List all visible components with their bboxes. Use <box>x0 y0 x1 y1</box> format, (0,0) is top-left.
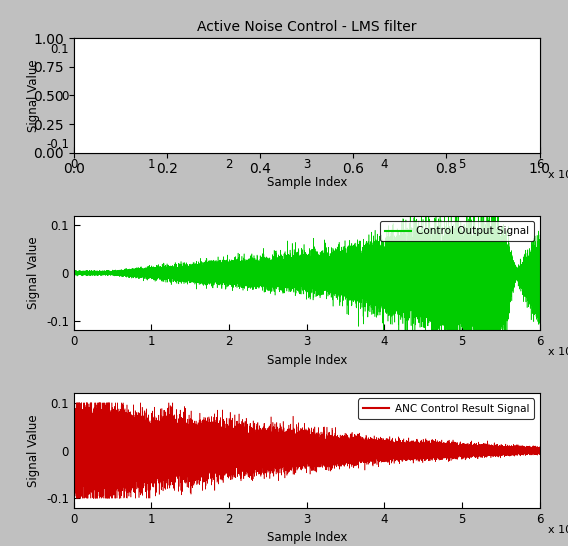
Legend: Control Output Signal: Control Output Signal <box>379 221 534 241</box>
Title: Active Noise Control - LMS filter: Active Noise Control - LMS filter <box>197 20 416 34</box>
X-axis label: Sample Index: Sample Index <box>266 531 347 544</box>
Text: x 10⁴: x 10⁴ <box>548 525 568 535</box>
Legend: ANC Control Result Signal: ANC Control Result Signal <box>358 399 534 419</box>
Y-axis label: Signal Value: Signal Value <box>27 59 40 132</box>
X-axis label: Sample Index: Sample Index <box>266 176 347 189</box>
Legend: Desired Signal: Desired Signal <box>417 44 534 64</box>
Y-axis label: Signal Value: Signal Value <box>27 414 40 487</box>
X-axis label: Sample Index: Sample Index <box>266 354 347 367</box>
Text: x 10⁴: x 10⁴ <box>548 170 568 180</box>
Text: x 10⁴: x 10⁴ <box>548 347 568 357</box>
Y-axis label: Signal Value: Signal Value <box>27 236 40 310</box>
